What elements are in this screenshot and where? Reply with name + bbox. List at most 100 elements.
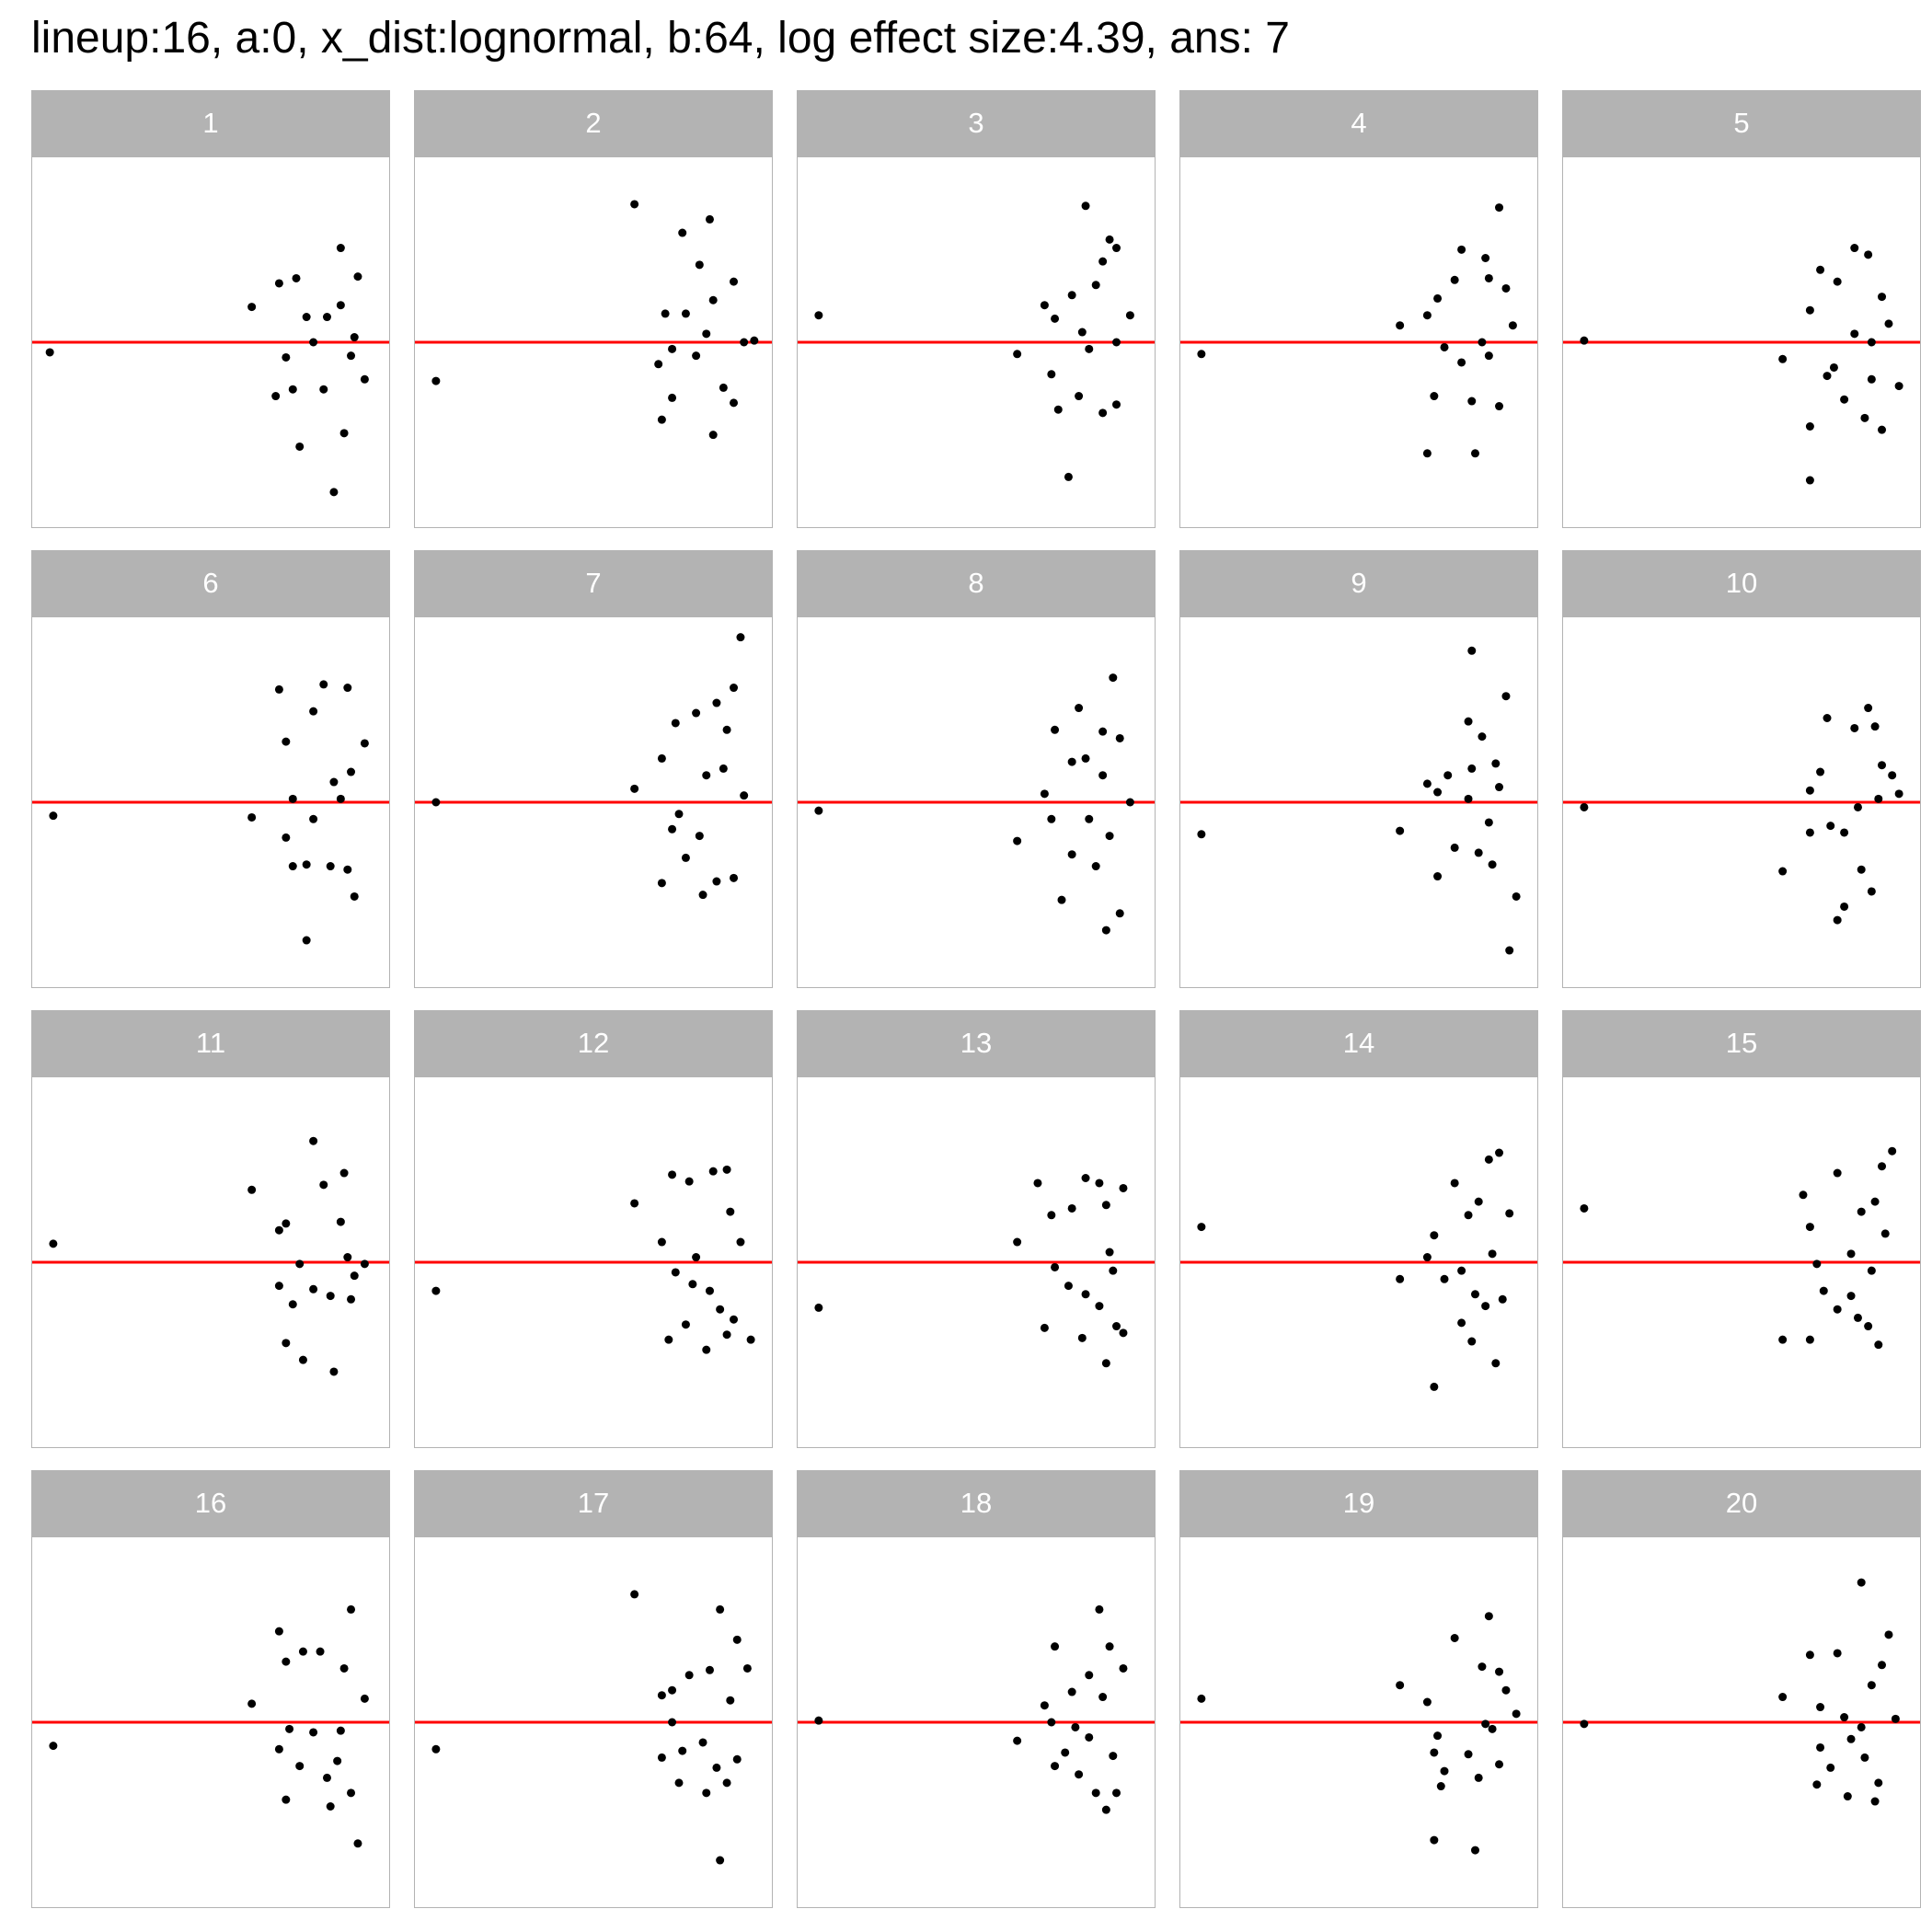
data-point — [1085, 814, 1094, 823]
plot-area — [1562, 1076, 1921, 1448]
facet-strip-label: 7 — [414, 550, 773, 616]
data-point — [1095, 1302, 1104, 1311]
data-point — [814, 806, 823, 815]
data-point — [1495, 1667, 1504, 1676]
facet-strip-label: 14 — [1179, 1010, 1538, 1076]
data-point — [1430, 1382, 1439, 1391]
data-point — [1850, 329, 1859, 339]
data-point — [730, 277, 739, 286]
data-point — [1067, 1687, 1076, 1696]
data-point — [1112, 244, 1121, 253]
scatter-svg — [1180, 1612, 1537, 1855]
data-point — [657, 879, 666, 888]
data-point — [1488, 1724, 1497, 1733]
data-point — [339, 1168, 349, 1178]
data-point — [1422, 779, 1432, 788]
data-point — [668, 1170, 677, 1179]
data-point — [702, 1788, 711, 1798]
data-point — [1457, 358, 1466, 367]
data-point — [329, 1367, 339, 1376]
plot-area — [1179, 1536, 1538, 1908]
data-point — [1805, 422, 1814, 431]
data-point — [1467, 397, 1477, 406]
data-point — [1505, 1209, 1514, 1218]
data-point — [716, 1604, 725, 1614]
data-point — [353, 272, 362, 282]
data-point — [1109, 1752, 1118, 1761]
data-point — [1119, 1663, 1128, 1673]
facet-strip-label: 11 — [31, 1010, 390, 1076]
facet-panel-6: 6 — [31, 550, 390, 988]
data-point — [1874, 1340, 1883, 1350]
scatter-svg — [32, 1604, 389, 1848]
data-point — [1430, 392, 1439, 401]
data-point — [1450, 275, 1459, 284]
data-point — [274, 1282, 283, 1291]
facet-strip-label: 6 — [31, 550, 390, 616]
data-point — [681, 309, 690, 318]
data-point — [712, 877, 721, 886]
scatter-svg — [1180, 1148, 1537, 1391]
facet-strip-label: 4 — [1179, 90, 1538, 156]
data-point — [247, 303, 257, 312]
data-point — [1805, 828, 1814, 837]
data-point — [295, 1259, 305, 1269]
data-point — [654, 360, 663, 369]
data-point — [1197, 350, 1206, 359]
data-point — [326, 1292, 335, 1301]
data-point — [1478, 732, 1487, 742]
data-point — [1109, 1266, 1118, 1275]
data-point — [1051, 725, 1060, 734]
data-point — [671, 719, 680, 728]
data-point — [1457, 1266, 1466, 1275]
data-point — [705, 1286, 714, 1295]
data-point — [1508, 321, 1517, 330]
data-point — [1840, 828, 1849, 837]
data-point — [360, 1694, 369, 1703]
data-point — [1501, 692, 1511, 701]
data-point — [1105, 1642, 1114, 1651]
data-point — [698, 1738, 707, 1747]
data-point — [671, 1268, 680, 1277]
data-point — [1467, 1337, 1477, 1346]
facet-strip-label: 13 — [797, 1010, 1156, 1076]
data-point — [1501, 1685, 1511, 1695]
data-point — [1109, 673, 1118, 683]
data-point — [1119, 1183, 1128, 1192]
data-point — [1467, 764, 1477, 773]
data-point — [1488, 860, 1497, 869]
data-point — [1047, 1211, 1056, 1220]
data-point — [247, 1185, 257, 1194]
data-point — [1071, 1722, 1080, 1731]
data-point — [698, 891, 707, 900]
data-point — [1040, 1323, 1049, 1332]
data-point — [695, 832, 704, 841]
scatter-svg — [32, 244, 389, 497]
data-point — [1112, 338, 1121, 347]
data-point — [309, 1284, 318, 1294]
data-point — [708, 1167, 718, 1176]
data-point — [630, 784, 639, 793]
data-point — [668, 1685, 677, 1695]
data-point — [1047, 1718, 1056, 1727]
data-point — [1826, 822, 1835, 831]
data-point — [247, 812, 257, 822]
data-point — [1430, 1231, 1439, 1240]
data-point — [353, 1839, 362, 1848]
scatter-svg — [415, 200, 772, 440]
data-point — [45, 348, 54, 357]
data-point — [695, 260, 704, 270]
facet-panel-9: 9 — [1179, 550, 1538, 988]
data-point — [1422, 311, 1432, 320]
data-point — [1857, 1722, 1866, 1731]
data-point — [1091, 1788, 1100, 1798]
data-point — [1878, 1162, 1887, 1171]
facet-strip-label: 8 — [797, 550, 1156, 616]
data-point — [630, 200, 639, 209]
data-point — [1484, 351, 1493, 361]
data-point — [1840, 1713, 1849, 1722]
data-point — [49, 811, 58, 821]
data-point — [742, 1663, 752, 1673]
data-point — [1457, 1318, 1466, 1328]
facet-panel-4: 4 — [1179, 90, 1538, 528]
